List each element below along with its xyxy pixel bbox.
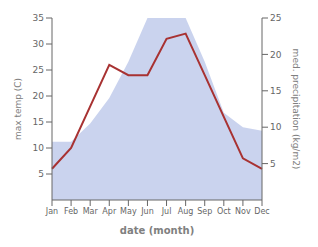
svg-text:15: 15 xyxy=(33,117,44,127)
svg-text:Feb: Feb xyxy=(64,207,78,216)
svg-text:Jun: Jun xyxy=(140,207,154,216)
svg-text:15: 15 xyxy=(270,86,281,96)
svg-text:max temp (C): max temp (C) xyxy=(13,78,23,140)
svg-text:20: 20 xyxy=(270,50,282,60)
svg-text:Mar: Mar xyxy=(83,207,99,216)
svg-text:35: 35 xyxy=(33,13,44,23)
svg-text:May: May xyxy=(120,207,137,216)
svg-text:date (month): date (month) xyxy=(120,225,194,236)
svg-text:Dec: Dec xyxy=(254,207,269,216)
svg-text:30: 30 xyxy=(33,39,45,49)
svg-text:25: 25 xyxy=(33,65,44,75)
svg-text:Apr: Apr xyxy=(102,207,117,216)
svg-text:Aug: Aug xyxy=(178,207,194,216)
svg-text:5: 5 xyxy=(270,159,276,169)
svg-text:Jul: Jul xyxy=(161,207,172,216)
svg-text:25: 25 xyxy=(270,13,281,23)
svg-text:Oct: Oct xyxy=(217,207,231,216)
svg-text:Nov: Nov xyxy=(235,207,251,216)
svg-text:10: 10 xyxy=(33,143,45,153)
svg-text:20: 20 xyxy=(33,91,45,101)
svg-text:Sep: Sep xyxy=(197,207,212,216)
svg-text:5: 5 xyxy=(38,169,44,179)
svg-text:10: 10 xyxy=(270,122,282,132)
svg-text:Jan: Jan xyxy=(45,207,58,216)
svg-text:med. precipitation (kg/m2): med. precipitation (kg/m2) xyxy=(291,49,301,170)
